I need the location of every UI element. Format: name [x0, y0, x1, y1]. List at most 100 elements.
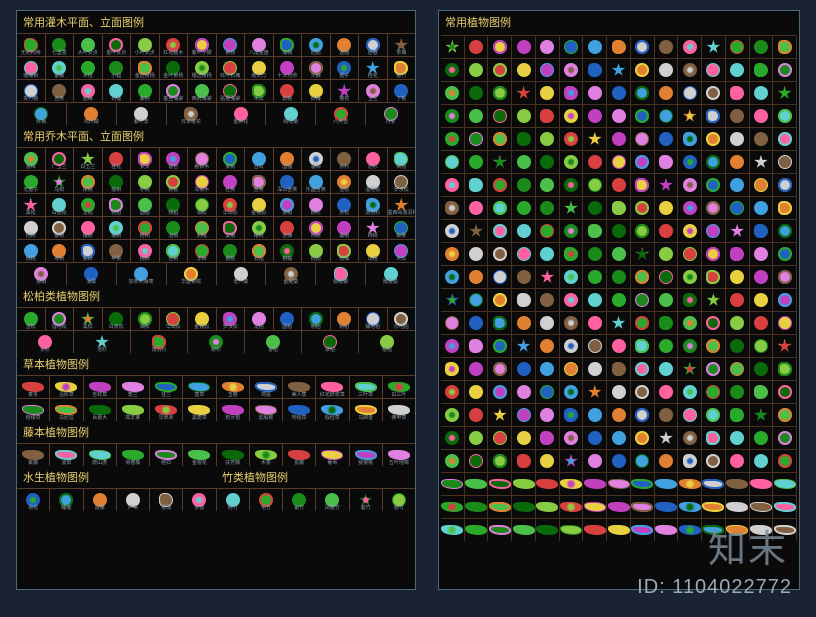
plant-symbol	[730, 316, 744, 330]
symbol-label: 枣树	[46, 255, 74, 262]
plant-symbol	[730, 270, 744, 284]
symbol-cell	[678, 473, 702, 495]
plant-symbol	[683, 316, 697, 330]
symbol-label: 紫竹	[283, 504, 315, 511]
symbol-cell	[560, 404, 584, 426]
plant-symbol	[469, 109, 483, 123]
symbol-cell	[631, 519, 655, 541]
symbol-cell: 猕猴桃	[350, 444, 383, 466]
symbol-cell: 鸢尾	[250, 376, 283, 398]
plant-symbol	[588, 201, 602, 215]
plant-symbol	[706, 362, 720, 376]
symbol-label: 柳树	[46, 232, 74, 239]
section-title: 常用灌木平面、立面图例	[17, 11, 415, 33]
symbol-label: 蔷薇	[283, 459, 315, 466]
plant-symbol	[465, 525, 487, 535]
plant-symbol	[778, 316, 792, 330]
symbol-cell	[631, 496, 655, 518]
symbol-label: 腊梅	[74, 95, 102, 102]
symbol-label: 龙柏	[74, 209, 102, 216]
symbol-label: 麦冬	[17, 391, 49, 398]
symbol-cell: 菖蒲	[84, 489, 117, 511]
symbol-label: 白三叶	[383, 391, 415, 398]
symbol-cell	[607, 36, 631, 58]
symbol-cell: 海桐	[274, 34, 303, 56]
symbol-label: 小叶女贞	[131, 49, 159, 56]
symbol-label: 佛甲草	[383, 414, 415, 421]
symbol-cell	[583, 59, 607, 81]
plant-symbol	[750, 502, 772, 512]
symbol-cell	[465, 335, 489, 357]
symbol-cell: 鸡爪槭	[67, 103, 117, 125]
plant-symbol	[659, 224, 673, 238]
plant-symbol	[517, 293, 531, 307]
symbol-cell	[726, 128, 750, 150]
plant-symbol	[445, 316, 459, 330]
plant-symbol	[612, 201, 626, 215]
symbol-cell	[678, 151, 702, 173]
symbol-label: 韭兰	[150, 391, 182, 398]
symbol-row	[441, 35, 797, 58]
symbol-cell	[678, 427, 702, 449]
symbol-cell	[536, 151, 560, 173]
symbol-cell	[512, 335, 536, 357]
plant-symbol	[706, 431, 720, 445]
symbol-row	[441, 472, 797, 495]
symbol-cell: 麦冬	[17, 376, 50, 398]
symbol-cell: 槐树	[74, 217, 103, 239]
plant-symbol	[774, 502, 796, 512]
plant-symbol	[493, 316, 507, 330]
plant-symbol	[659, 362, 673, 376]
plant-symbol	[493, 201, 507, 215]
symbol-label: 桃树	[131, 255, 159, 262]
symbol-cell	[702, 59, 726, 81]
symbol-cell: 金钱松	[245, 194, 274, 216]
symbol-cell	[441, 289, 465, 311]
symbol-cell	[631, 358, 655, 380]
symbol-cell	[583, 266, 607, 288]
symbol-cell: 铺地柏	[359, 308, 388, 330]
symbol-cell	[702, 36, 726, 58]
symbol-cell	[536, 220, 560, 242]
symbol-cell	[726, 335, 750, 357]
plant-symbol	[540, 339, 554, 353]
symbol-label: 吉祥草	[84, 391, 116, 398]
symbol-cell	[560, 128, 584, 150]
symbol-cell: 圆柏	[274, 308, 303, 330]
plant-symbol	[612, 454, 626, 468]
symbol-cell	[702, 427, 726, 449]
symbol-cell	[726, 197, 750, 219]
symbol-label: 黄杨	[217, 49, 245, 56]
symbol-cell	[631, 151, 655, 173]
plant-symbol	[706, 63, 720, 77]
symbol-cell: 假俭草	[316, 399, 349, 421]
symbol-cell	[536, 105, 560, 127]
symbol-cell	[560, 335, 584, 357]
plant-symbol	[683, 155, 697, 169]
plant-symbol	[445, 431, 459, 445]
symbol-cell	[512, 312, 536, 334]
symbol-label: 龙柏	[245, 323, 273, 330]
symbol-cell: 狗牙根	[217, 399, 250, 421]
symbol-label: 紫藤	[17, 459, 49, 466]
plant-symbol	[608, 525, 630, 535]
symbol-cell: 红叶石楠	[217, 57, 246, 79]
symbol-cell: 石榴	[103, 80, 132, 102]
symbol-label: 十大功劳	[274, 72, 302, 79]
symbol-cell	[678, 450, 702, 472]
symbol-cell: 葡萄	[316, 444, 349, 466]
plant-symbol	[517, 63, 531, 77]
symbol-label: 假槟榔	[316, 278, 365, 285]
symbol-row: 香樟广玉兰白玉兰桂花女贞银杏悬铃木栾树合欢国槐垂柳水杉池杉枫杨	[17, 147, 415, 170]
symbol-label: 高羊茅	[117, 414, 149, 421]
symbol-cell	[536, 243, 560, 265]
symbol-label: 无刺构骨	[17, 49, 45, 56]
symbol-cell	[512, 220, 536, 242]
symbol-cell	[631, 174, 655, 196]
symbol-label: 柿树	[359, 232, 387, 239]
symbol-cell: 白皮松	[46, 194, 75, 216]
symbol-cell	[607, 312, 631, 334]
plant-symbol	[493, 362, 507, 376]
symbol-cell	[631, 243, 655, 265]
symbol-label: 凌霄	[50, 459, 82, 466]
